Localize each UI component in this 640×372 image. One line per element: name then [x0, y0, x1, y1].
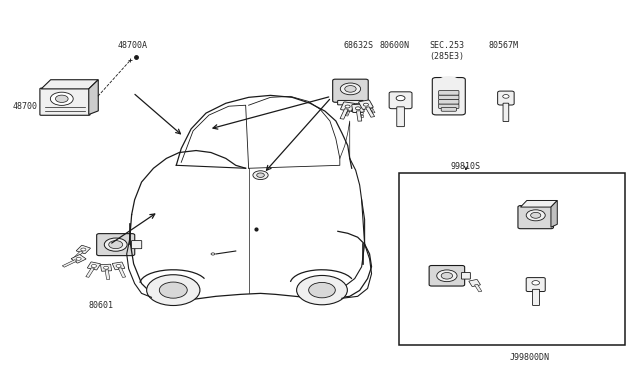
FancyBboxPatch shape — [532, 289, 540, 305]
FancyBboxPatch shape — [333, 79, 368, 102]
Polygon shape — [89, 80, 99, 115]
Circle shape — [109, 241, 123, 248]
Circle shape — [253, 171, 268, 180]
FancyBboxPatch shape — [518, 206, 554, 229]
FancyBboxPatch shape — [338, 100, 364, 105]
Bar — [360, 112, 364, 115]
Circle shape — [51, 92, 73, 105]
FancyBboxPatch shape — [132, 241, 141, 248]
Text: SEC.253
(285E3): SEC.253 (285E3) — [429, 41, 465, 61]
Circle shape — [257, 173, 264, 177]
Text: 68632S: 68632S — [343, 41, 373, 50]
Polygon shape — [520, 201, 557, 207]
FancyBboxPatch shape — [112, 262, 125, 270]
FancyBboxPatch shape — [438, 99, 459, 104]
FancyBboxPatch shape — [498, 91, 514, 105]
Circle shape — [116, 264, 121, 267]
FancyBboxPatch shape — [397, 107, 404, 126]
FancyBboxPatch shape — [76, 245, 90, 254]
Text: 80567M: 80567M — [489, 41, 519, 50]
Bar — [86, 268, 95, 277]
FancyBboxPatch shape — [432, 77, 465, 115]
Bar — [62, 260, 77, 267]
Bar — [399, 173, 625, 346]
FancyBboxPatch shape — [438, 90, 459, 95]
Circle shape — [503, 94, 509, 98]
Circle shape — [56, 95, 68, 102]
Circle shape — [296, 275, 348, 305]
Bar — [72, 251, 83, 260]
Circle shape — [104, 238, 127, 251]
Text: 99810S: 99810S — [451, 162, 481, 171]
Text: 80600N: 80600N — [380, 41, 410, 50]
Polygon shape — [551, 201, 557, 227]
Bar — [370, 108, 374, 110]
Circle shape — [396, 96, 405, 101]
Circle shape — [104, 266, 109, 269]
FancyBboxPatch shape — [438, 95, 459, 100]
FancyBboxPatch shape — [100, 264, 111, 271]
Circle shape — [531, 212, 541, 218]
Bar — [361, 115, 364, 117]
FancyBboxPatch shape — [358, 100, 373, 109]
Circle shape — [441, 272, 452, 279]
Text: 80601: 80601 — [88, 301, 114, 310]
FancyBboxPatch shape — [40, 88, 90, 115]
Circle shape — [308, 282, 335, 298]
FancyBboxPatch shape — [503, 103, 509, 122]
Text: 48700A: 48700A — [118, 41, 148, 50]
Text: J99800DN: J99800DN — [509, 353, 549, 362]
FancyBboxPatch shape — [97, 234, 135, 256]
Circle shape — [92, 264, 97, 267]
Circle shape — [81, 248, 86, 251]
Circle shape — [159, 282, 188, 298]
Bar — [372, 111, 375, 113]
Bar — [346, 114, 349, 116]
FancyBboxPatch shape — [88, 262, 100, 270]
FancyBboxPatch shape — [461, 272, 470, 279]
Circle shape — [436, 270, 457, 282]
Circle shape — [437, 76, 460, 89]
FancyBboxPatch shape — [526, 278, 545, 292]
FancyBboxPatch shape — [438, 104, 459, 109]
Bar — [340, 109, 348, 119]
Circle shape — [76, 257, 81, 260]
Bar — [105, 270, 109, 279]
FancyBboxPatch shape — [389, 92, 412, 109]
Circle shape — [526, 210, 545, 221]
Polygon shape — [41, 80, 99, 89]
FancyBboxPatch shape — [71, 254, 86, 263]
FancyBboxPatch shape — [340, 102, 355, 111]
Bar — [356, 111, 362, 121]
Bar — [365, 107, 374, 117]
Bar — [474, 284, 482, 292]
FancyBboxPatch shape — [469, 279, 481, 286]
Circle shape — [364, 103, 369, 106]
Bar — [347, 111, 350, 113]
Circle shape — [532, 280, 540, 285]
FancyBboxPatch shape — [441, 108, 456, 111]
Circle shape — [355, 107, 360, 110]
Circle shape — [345, 86, 356, 92]
Text: 48700: 48700 — [13, 102, 38, 111]
FancyBboxPatch shape — [352, 104, 364, 113]
Circle shape — [147, 275, 200, 305]
Circle shape — [345, 105, 350, 108]
Circle shape — [340, 83, 360, 95]
Bar — [118, 268, 125, 278]
FancyBboxPatch shape — [429, 266, 465, 286]
